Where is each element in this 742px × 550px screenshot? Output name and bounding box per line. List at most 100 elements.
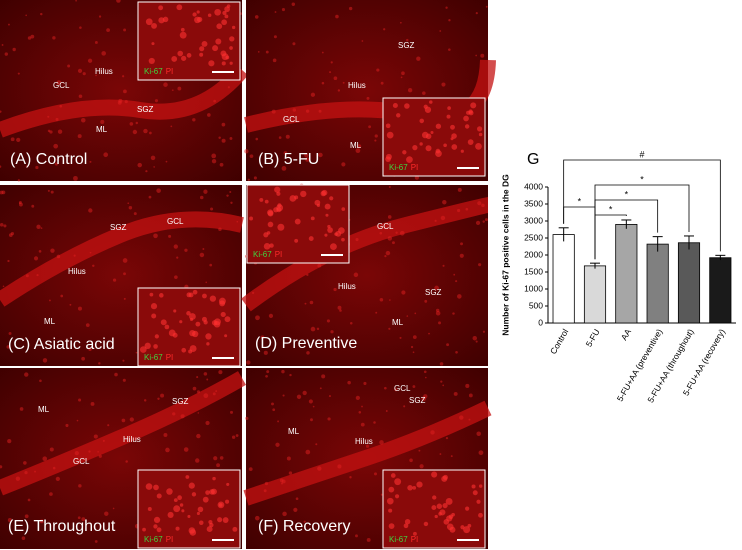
cell	[229, 136, 233, 140]
cell	[355, 534, 358, 538]
cell	[478, 132, 483, 137]
cell	[485, 5, 488, 8]
cell	[321, 51, 324, 54]
cell	[39, 519, 44, 524]
legend-marker: Ki-67	[389, 163, 408, 172]
cell	[224, 316, 231, 323]
cell	[388, 523, 395, 530]
cell	[457, 294, 462, 299]
cell	[216, 23, 223, 30]
region-label: ML	[288, 427, 300, 436]
cell	[389, 299, 391, 301]
cell	[330, 61, 333, 64]
cell	[330, 243, 337, 251]
cell	[235, 434, 239, 437]
inset-legend: Ki-67 PI	[144, 353, 173, 362]
cell	[248, 467, 253, 472]
cell	[470, 102, 477, 109]
cell	[7, 259, 10, 263]
micrograph-panel: (C) Asiatic acid SGZ GCL Hilus ML Ki-67 PI	[0, 185, 244, 367]
cell	[306, 273, 309, 277]
cell	[38, 250, 42, 253]
cell	[391, 241, 395, 245]
cell	[196, 10, 200, 14]
cell	[274, 11, 277, 13]
cell	[102, 439, 105, 442]
cell	[310, 216, 315, 221]
cell	[247, 178, 250, 181]
cell	[434, 514, 438, 519]
y-tick-label: 500	[529, 300, 543, 310]
cell	[229, 190, 232, 193]
cell	[379, 297, 384, 302]
cell	[208, 60, 215, 67]
cell	[442, 200, 447, 205]
cell	[478, 512, 483, 518]
cell	[171, 89, 174, 92]
cell	[249, 216, 254, 221]
cell	[388, 486, 395, 493]
cell	[1, 44, 4, 46]
cell	[168, 329, 176, 337]
cell	[80, 117, 86, 123]
cell	[302, 390, 307, 396]
cell	[424, 299, 428, 303]
cell	[220, 311, 226, 318]
cell	[79, 26, 82, 29]
cell	[0, 165, 2, 168]
cell	[87, 58, 93, 63]
cell	[77, 68, 83, 73]
cell	[404, 518, 411, 525]
cell	[220, 50, 227, 57]
inset-legend: Ki-67 PI	[144, 535, 173, 544]
cell	[317, 466, 322, 471]
cell	[151, 22, 157, 29]
cell	[206, 378, 209, 381]
cell	[388, 508, 393, 513]
cell	[384, 255, 387, 258]
legend-marker: Ki-67	[253, 250, 272, 259]
cell	[263, 489, 267, 493]
cell	[410, 345, 414, 349]
cell	[327, 224, 331, 229]
cell	[232, 526, 238, 532]
cell	[388, 327, 391, 330]
cell	[196, 376, 199, 379]
cell	[266, 231, 271, 235]
significance-bracket	[563, 159, 721, 252]
cell	[403, 523, 409, 529]
cell	[478, 450, 484, 456]
cell	[478, 484, 483, 488]
cell	[272, 408, 276, 412]
cell	[122, 378, 126, 382]
cell	[318, 109, 322, 113]
cell	[374, 134, 378, 138]
cell	[221, 61, 226, 66]
cell	[321, 81, 325, 85]
cell	[147, 507, 152, 512]
cell	[264, 481, 269, 486]
cell	[394, 494, 400, 499]
cell	[73, 254, 76, 257]
cell	[207, 113, 211, 117]
region-label: GCL	[53, 81, 70, 90]
cell	[76, 419, 79, 422]
cell	[325, 213, 329, 217]
cell	[196, 16, 203, 23]
cell	[353, 272, 359, 278]
cell	[425, 133, 432, 140]
cell	[468, 393, 473, 398]
cell	[173, 505, 181, 513]
cell	[439, 509, 446, 516]
cell	[230, 201, 233, 204]
cell	[50, 248, 55, 253]
cell	[453, 391, 458, 396]
cell	[209, 263, 213, 267]
cell	[271, 402, 274, 406]
cell	[390, 473, 396, 478]
cell	[216, 463, 221, 468]
inset-legend: Ki-67 PI	[144, 67, 173, 76]
x-tick-label: 5-FU	[584, 327, 602, 348]
cell	[213, 99, 217, 103]
cell	[8, 23, 10, 26]
